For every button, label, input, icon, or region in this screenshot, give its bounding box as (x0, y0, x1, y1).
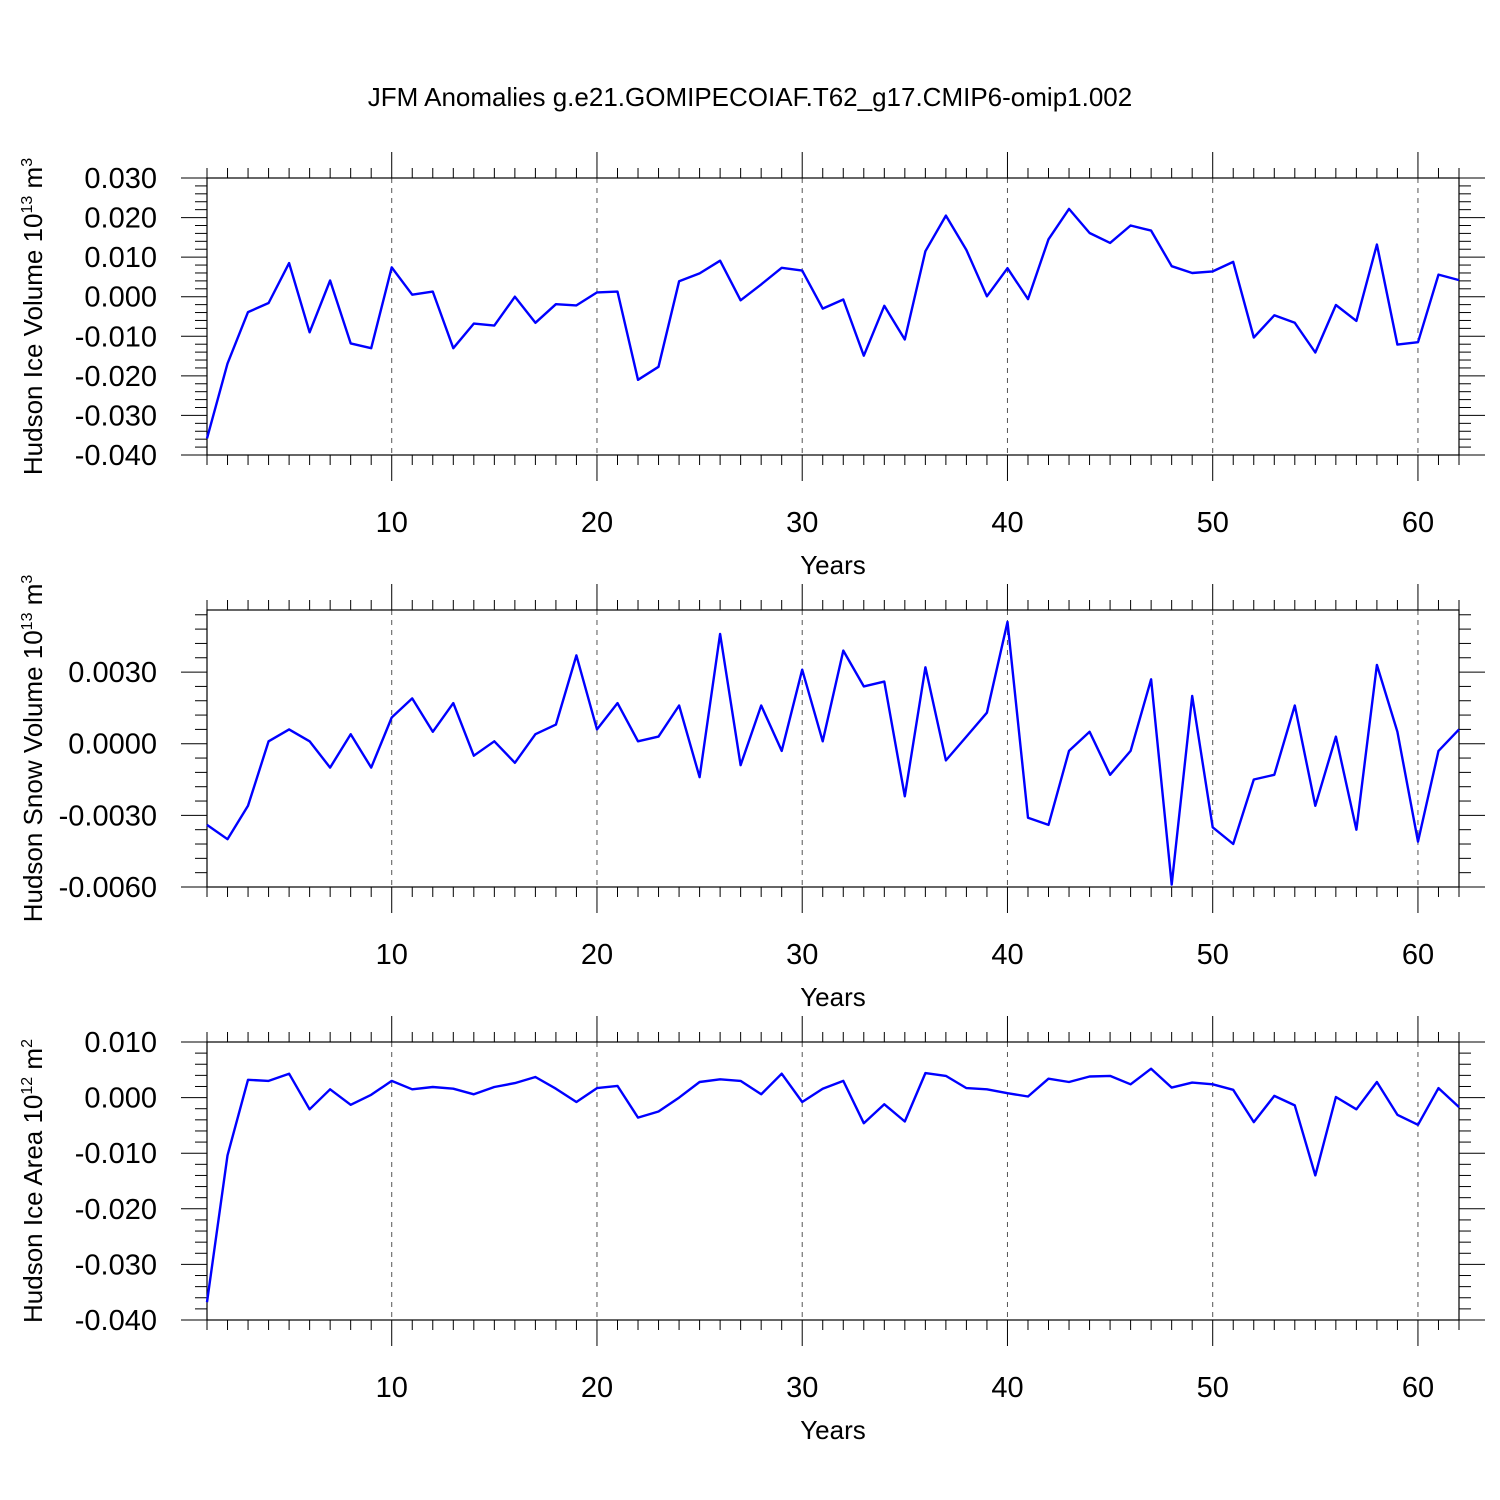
y-tick-label: -0.020 (75, 361, 157, 393)
y-tick-label: 0.000 (84, 1083, 157, 1115)
y-axis-label: Hudson Ice Area 1012 m2 (18, 1039, 48, 1323)
y-tick-label: -0.030 (75, 400, 157, 432)
x-tick-label: 60 (1402, 939, 1434, 971)
x-axis-label: Years (800, 550, 866, 580)
series-line (205, 207, 1460, 439)
x-tick-label: 60 (1402, 1372, 1434, 1404)
y-axis-label-text: Hudson Ice Area 10 (18, 1095, 48, 1323)
y-axis-label-unit: m (18, 167, 48, 196)
x-tick-label: 40 (991, 1372, 1023, 1404)
y-tick-label: -0.010 (75, 1138, 157, 1170)
y-tick-label: -0.030 (75, 1249, 157, 1281)
y-axis-label-unit: m (18, 1048, 48, 1077)
y-axis-label-text: Hudson Ice Volume 10 (18, 213, 48, 475)
y-tick-label: -0.0060 (59, 872, 157, 904)
y-axis-label-unit-exponent: 3 (19, 575, 36, 584)
x-tick-label: 50 (1197, 939, 1229, 971)
y-tick-label: 0.030 (84, 163, 157, 195)
y-axis-label: Hudson Snow Volume 1013 m3 (18, 575, 48, 923)
x-tick-label: 30 (786, 939, 818, 971)
y-tick-label: -0.020 (75, 1194, 157, 1226)
panel-1: -0.040 -0.030 -0.020 -0.010 0.000 0.010 0.020 0… (18, 152, 1485, 580)
x-axis-label: Years (800, 1415, 866, 1445)
plot-frame (206, 1041, 1460, 1321)
x-tick-label: 10 (376, 1372, 408, 1404)
x-tick-label: 50 (1197, 1372, 1229, 1404)
y-axis-label-unit: m (18, 584, 48, 613)
x-axis-label: Years (800, 982, 866, 1012)
y-tick-label: 0.020 (84, 203, 157, 235)
y-axis-label-unit-exponent: 2 (19, 1039, 36, 1048)
y-axis-label-exponent: 12 (19, 1077, 36, 1095)
y-axis-label-text: Hudson Snow Volume 10 (18, 630, 48, 922)
series-line (206, 620, 1460, 886)
y-tick-label: 0.000 (84, 282, 157, 314)
y-tick-label: -0.0030 (59, 800, 157, 832)
plot-frame (206, 177, 1460, 456)
x-tick-label: 60 (1402, 507, 1434, 539)
y-axis-label-exponent: 13 (19, 612, 36, 630)
plot-frame (206, 609, 1460, 888)
x-tick-label: 40 (991, 507, 1023, 539)
y-tick-label: 0.010 (84, 1027, 157, 1059)
x-tick-label: 40 (991, 939, 1023, 971)
x-tick-label: 50 (1197, 507, 1229, 539)
x-tick-label: 30 (786, 1372, 818, 1404)
figure-title: JFM Anomalies g.e21.GOMIPECOIAF.T62_g17.… (368, 82, 1132, 112)
y-tick-label: 0.0000 (68, 729, 157, 761)
x-tick-label: 20 (581, 1372, 613, 1404)
y-tick-label: 0.0030 (68, 657, 157, 689)
x-tick-label: 20 (581, 507, 613, 539)
y-axis-label-exponent: 13 (19, 196, 36, 214)
x-tick-label: 10 (376, 507, 408, 539)
y-tick-label: -0.040 (75, 1305, 157, 1337)
y-axis-label-unit-exponent: 3 (19, 158, 36, 167)
x-tick-label: 30 (786, 507, 818, 539)
y-tick-label: -0.010 (75, 321, 157, 353)
panel-3: -0.040 -0.030 -0.020 -0.010 0.000 0.010 10 20 30… (18, 1016, 1485, 1445)
y-axis-label: Hudson Ice Volume 1013 m3 (18, 158, 48, 475)
series-line (205, 1067, 1460, 1303)
x-tick-label: 10 (376, 939, 408, 971)
y-tick-label: 0.010 (84, 242, 157, 274)
y-tick-label: -0.040 (75, 440, 157, 472)
x-tick-label: 20 (581, 939, 613, 971)
panels: -0.040 -0.030 -0.020 -0.010 0.000 0.010 0.020 0… (18, 152, 1485, 1445)
panel-2: -0.0060 -0.0030 0.0000 0.0030 10 20 30 40 50 60 Ye… (18, 575, 1485, 1012)
